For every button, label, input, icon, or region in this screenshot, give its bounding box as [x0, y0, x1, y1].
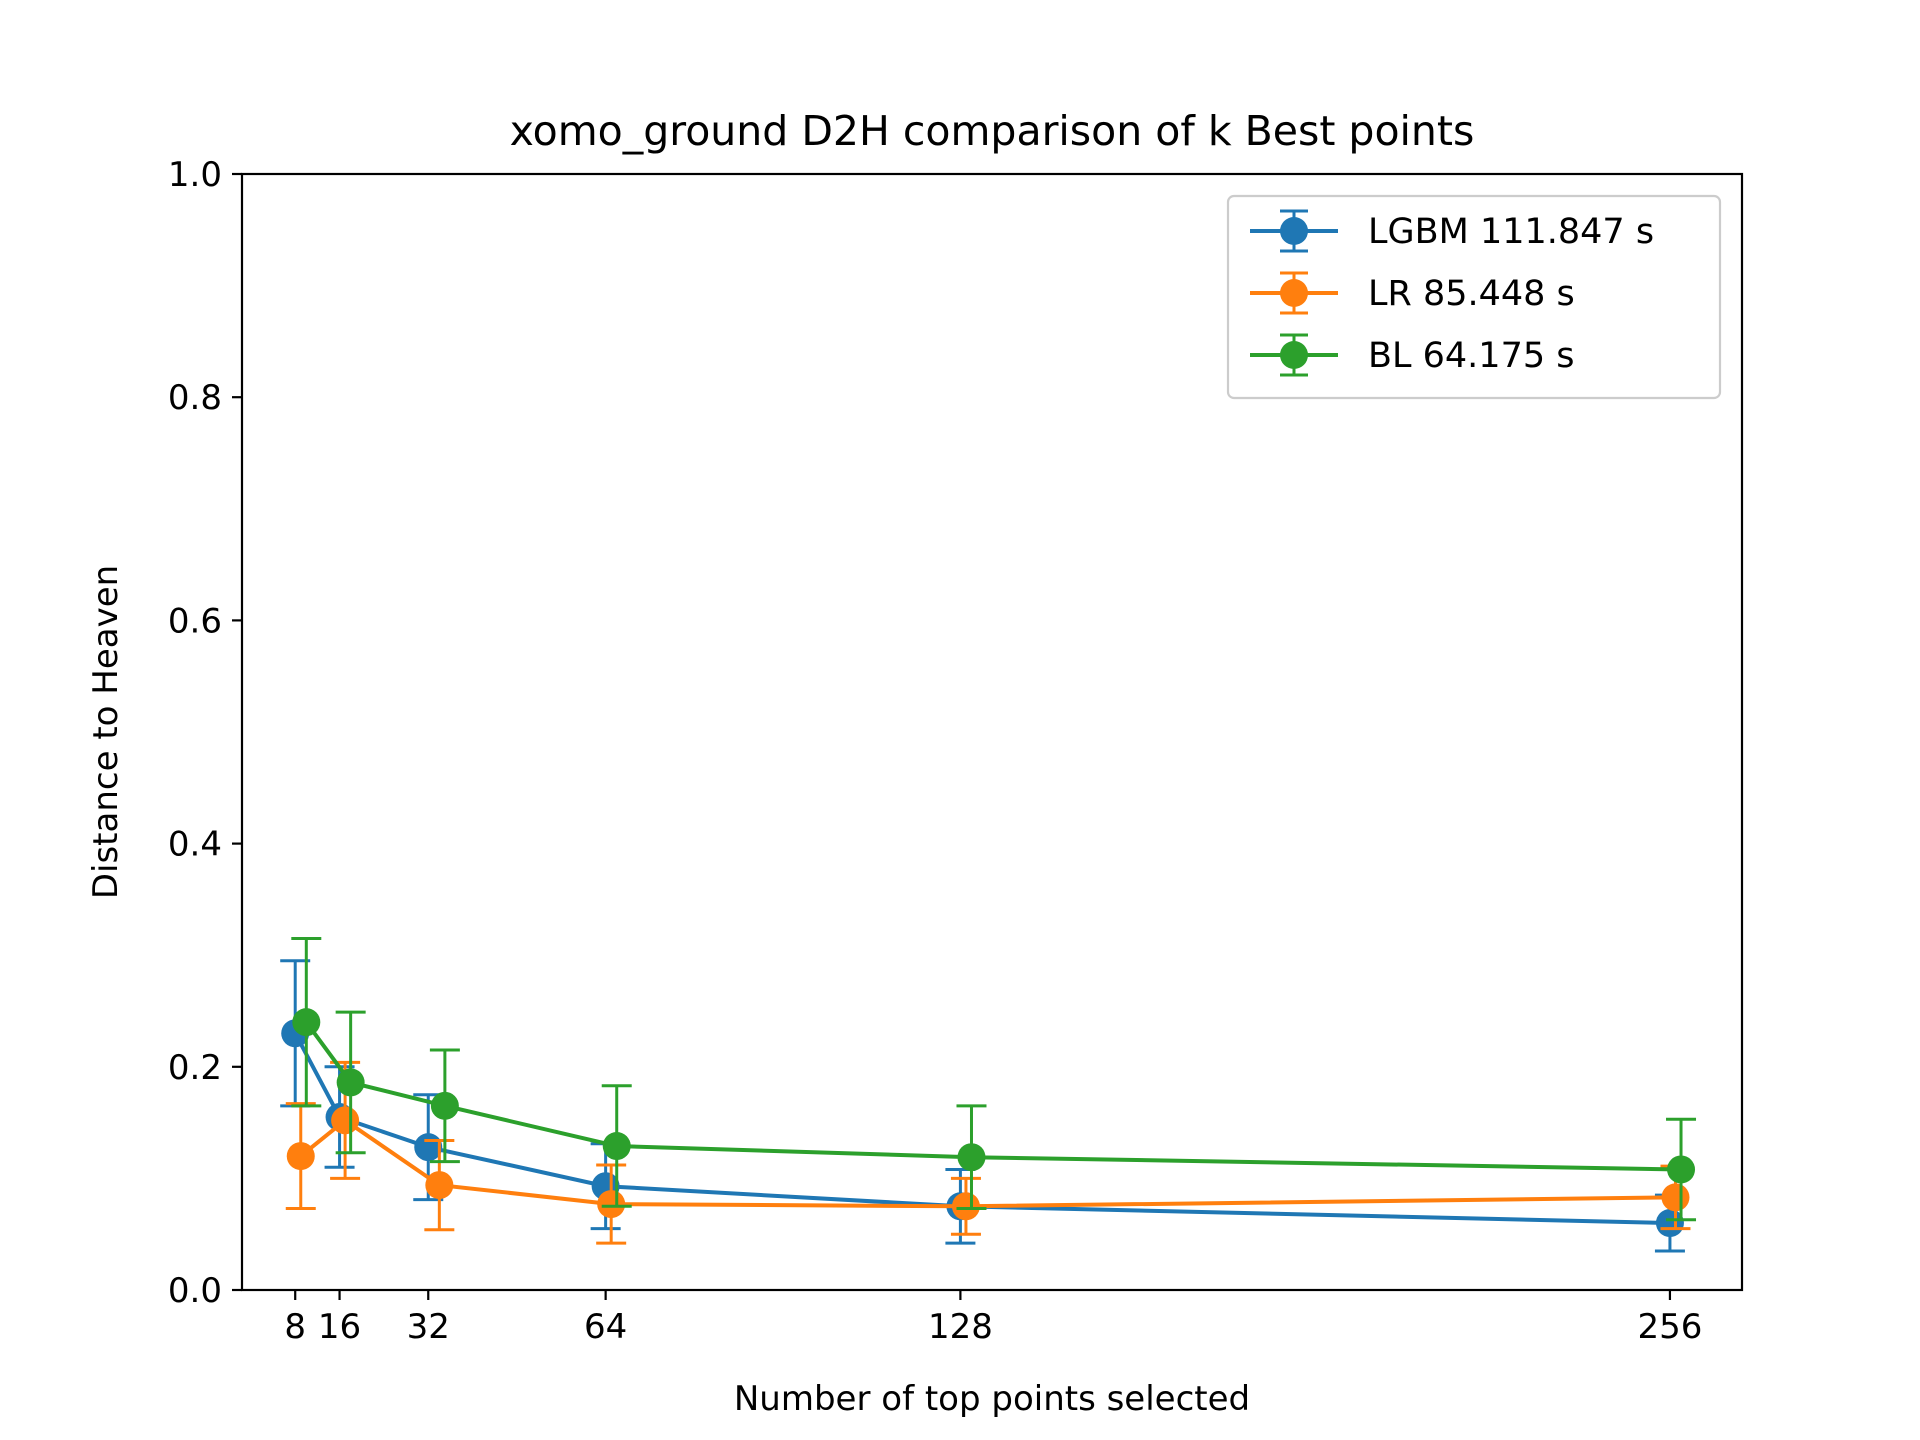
legend-entry: LR 85.448 s [1250, 271, 1575, 315]
legend-marker [1280, 279, 1308, 307]
y-tick-label: 0.2 [168, 1048, 222, 1088]
data-point [425, 1171, 454, 1200]
data-point [1667, 1155, 1696, 1184]
legend-label: LGBM 111.847 s [1368, 212, 1654, 252]
data-point [602, 1132, 631, 1161]
data-point [286, 1142, 315, 1171]
plot-area [280, 936, 1697, 1253]
x-tick-label: 64 [584, 1307, 627, 1347]
legend-entry: BL 64.175 s [1250, 333, 1574, 377]
x-axis: 8 16 32 64 128 256 [284, 1290, 1702, 1347]
y-tick-label: 0.4 [168, 825, 222, 865]
data-point [1661, 1183, 1690, 1212]
data-point [430, 1091, 459, 1120]
y-tick-label: 1.0 [168, 155, 222, 195]
x-tick-label: 8 [284, 1307, 306, 1347]
data-point [957, 1143, 986, 1172]
y-tick-label: 0.0 [168, 1271, 222, 1311]
y-tick-label: 0.6 [168, 601, 222, 641]
legend-entry: LGBM 111.847 s [1250, 209, 1654, 253]
x-axis-label: Number of top points selected [734, 1379, 1250, 1419]
legend-label: LR 85.448 s [1368, 274, 1575, 314]
y-tick-label: 0.8 [168, 378, 222, 418]
chart-title: xomo_ground D2H comparison of k Best poi… [510, 107, 1475, 155]
x-tick-label: 256 [1637, 1307, 1702, 1347]
data-point [331, 1106, 360, 1135]
x-tick-label: 128 [928, 1307, 993, 1347]
axes-frame [240, 172, 1744, 1292]
legend: LGBM 111.847 s LR 85.448 s BL 64.175 s [1226, 194, 1722, 400]
x-tick-label: 32 [407, 1307, 450, 1347]
data-point [336, 1068, 365, 1097]
y-axis: 0.0 0.2 0.4 0.6 0.8 1.0 [168, 155, 242, 1311]
legend-label: BL 64.175 s [1368, 336, 1574, 376]
x-tick-label: 16 [318, 1307, 361, 1347]
legend-marker [1280, 217, 1308, 245]
series-2 [291, 936, 1697, 1222]
data-point [597, 1190, 626, 1219]
series-line [293, 1032, 1670, 1226]
data-point [951, 1192, 980, 1221]
legend-marker [1280, 341, 1308, 369]
y-axis-label: Distance to Heaven [86, 565, 126, 899]
legend-box [1226, 194, 1722, 400]
data-point [292, 1008, 321, 1037]
